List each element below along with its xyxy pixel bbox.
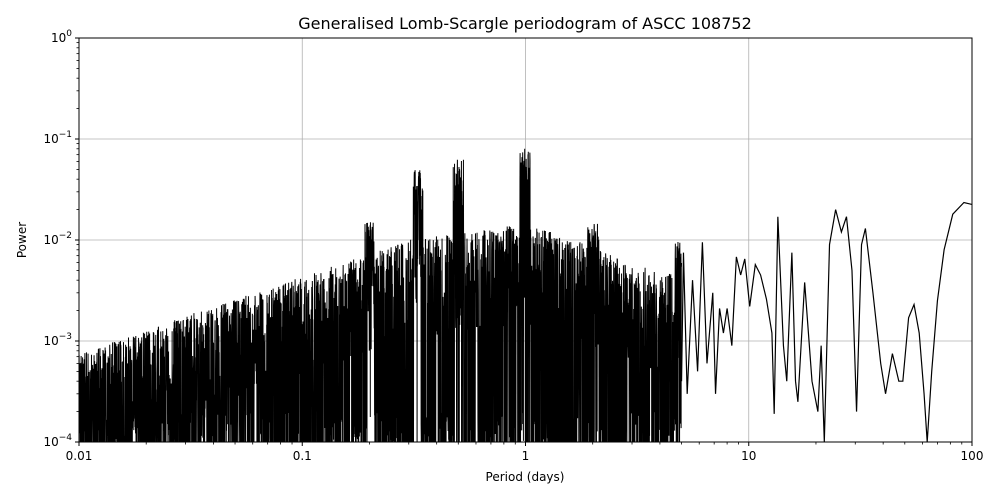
plot-area: [79, 148, 972, 442]
x-tick-label: 10: [741, 449, 756, 463]
axis-ticks: 0.01 0.1 1 10 100 10−4 10−3 10−2 10−1 100: [43, 29, 983, 463]
x-tick-label: 0.01: [66, 449, 93, 463]
y-axis-label: Power: [15, 222, 29, 258]
y-tick-label: 100: [51, 29, 72, 45]
x-tick-label: 100: [961, 449, 984, 463]
y-tick-label: 10−4: [43, 433, 72, 449]
y-tick-label: 10−2: [43, 231, 72, 247]
x-tick-label: 0.1: [293, 449, 312, 463]
y-tick-label: 10−1: [43, 130, 72, 146]
x-tick-label: 1: [522, 449, 530, 463]
y-tick-label: 10−3: [43, 332, 72, 348]
chart-title: Generalised Lomb-Scargle periodogram of …: [298, 14, 752, 33]
periodogram-noise-line: [79, 148, 683, 442]
periodogram-smooth-line: [680, 201, 972, 442]
x-axis-label: Period (days): [486, 470, 565, 484]
plot-frame: [78, 37, 973, 443]
